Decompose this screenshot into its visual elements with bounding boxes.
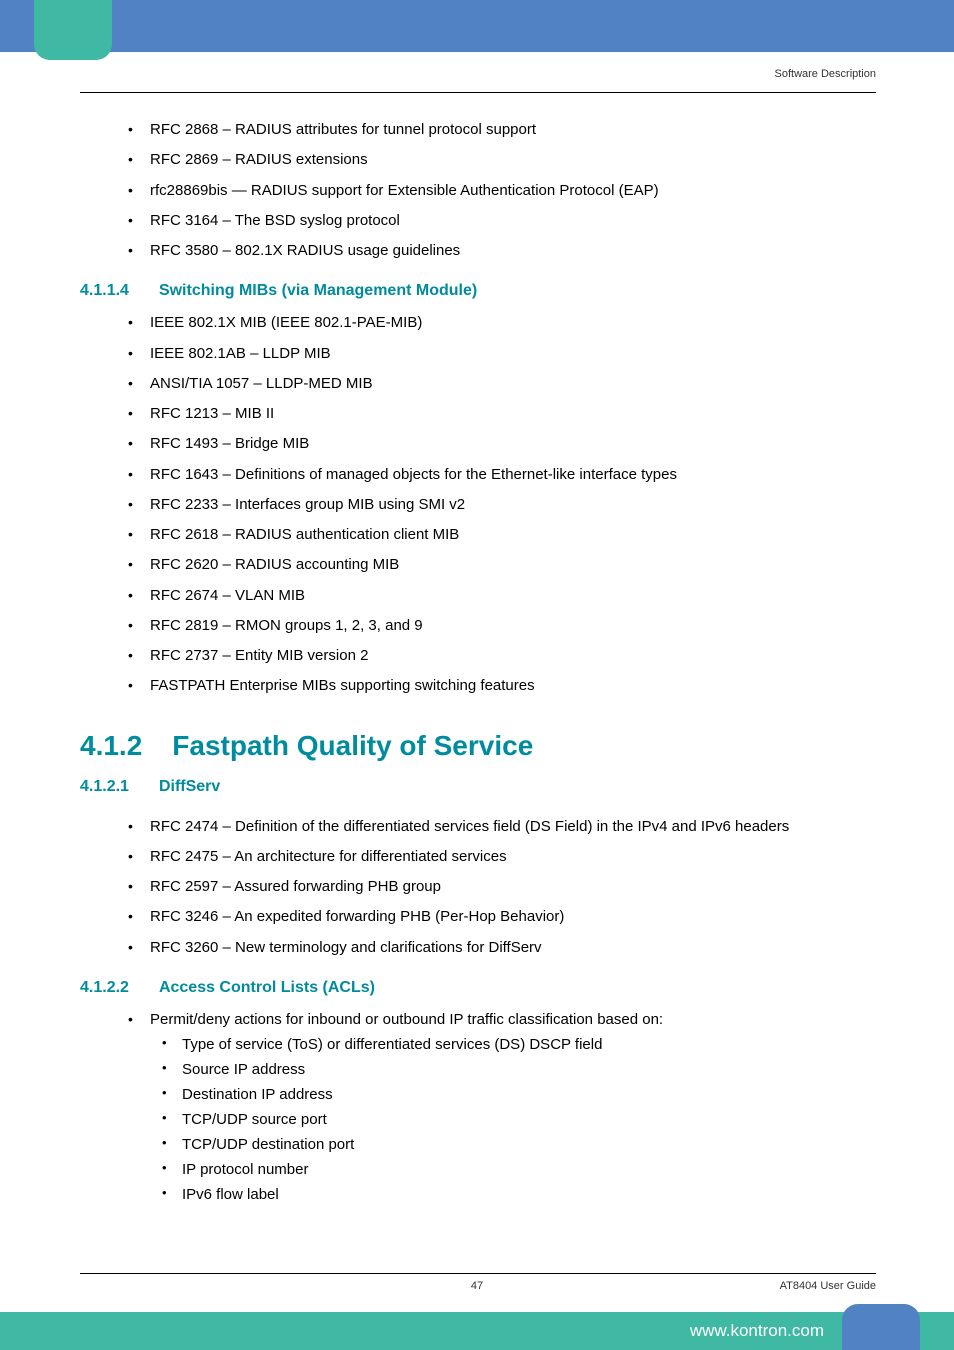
bottom-corner-tab (842, 1304, 920, 1350)
list-item: RFC 1213 – MIB II (150, 399, 876, 429)
heading-number: 4.1.2.2 (80, 979, 129, 997)
list-item: RFC 2475 – An architecture for different… (150, 842, 876, 872)
heading-title: Switching MIBs (via Management Module) (159, 282, 477, 300)
list-item: RFC 3164 – The BSD syslog protocol (150, 206, 876, 236)
heading-title: Fastpath Quality of Service (172, 730, 533, 762)
doc-title: AT8404 User Guide (780, 1280, 876, 1292)
list-item: ANSI/TIA 1057 – LLDP-MED MIB (150, 369, 876, 399)
heading-4114: 4.1.1.4 Switching MIBs (via Management M… (80, 282, 876, 300)
sec-4114-list: IEEE 802.1X MIB (IEEE 802.1-PAE-MIB) IEE… (80, 308, 876, 701)
list-item-text: Permit/deny actions for inbound or outbo… (150, 1011, 663, 1028)
list-item: RFC 2737 – Entity MIB version 2 (150, 641, 876, 671)
list-item: RFC 2674 – VLAN MIB (150, 581, 876, 611)
heading-412: 4.1.2 Fastpath Quality of Service (80, 730, 876, 762)
list-item: RFC 3580 – 802.1X RADIUS usage guideline… (150, 236, 876, 266)
list-item: Type of service (ToS) or differentiated … (182, 1032, 876, 1057)
heading-4121: 4.1.2.1 DiffServ (80, 778, 876, 796)
list-item: RFC 2474 – Definition of the differentia… (150, 812, 876, 842)
list-item: RFC 3260 – New terminology and clarifica… (150, 933, 876, 963)
list-item: Destination IP address (182, 1082, 876, 1107)
heading-4122: 4.1.2.2 Access Control Lists (ACLs) (80, 979, 876, 997)
list-item: TCP/UDP destination port (182, 1132, 876, 1157)
list-item: IEEE 802.1AB – LLDP MIB (150, 339, 876, 369)
list-item: rfc28869bis — RADIUS support for Extensi… (150, 176, 876, 206)
heading-number: 4.1.1.4 (80, 282, 129, 300)
list-item: RFC 2620 – RADIUS accounting MIB (150, 550, 876, 580)
top-corner-tab (34, 0, 112, 60)
list-item: RFC 1643 – Definitions of managed object… (150, 460, 876, 490)
heading-title: DiffServ (159, 778, 220, 796)
list-item: RFC 1493 – Bridge MIB (150, 429, 876, 459)
list-item: RFC 2597 – Assured forwarding PHB group (150, 872, 876, 902)
header-section-label: Software Description (775, 68, 877, 80)
sec-4122-list: Permit/deny actions for inbound or outbo… (80, 1005, 876, 1212)
heading-number: 4.1.2.1 (80, 778, 129, 796)
list-item: RFC 2233 – Interfaces group MIB using SM… (150, 490, 876, 520)
list-item: IP protocol number (182, 1157, 876, 1182)
intro-list: RFC 2868 – RADIUS attributes for tunnel … (80, 115, 876, 266)
heading-number: 4.1.2 (80, 730, 142, 762)
list-item: IEEE 802.1X MIB (IEEE 802.1-PAE-MIB) (150, 308, 876, 338)
list-item: RFC 2618 – RADIUS authentication client … (150, 520, 876, 550)
sec-4122-sublist: Type of service (ToS) or differentiated … (150, 1032, 876, 1207)
sec-4121-list: RFC 2474 – Definition of the differentia… (80, 812, 876, 963)
footer-url: www.kontron.com (690, 1321, 824, 1341)
heading-title: Access Control Lists (ACLs) (159, 979, 375, 997)
list-item: FASTPATH Enterprise MIBs supporting swit… (150, 671, 876, 701)
list-item: Source IP address (182, 1057, 876, 1082)
list-item: RFC 2869 – RADIUS extensions (150, 145, 876, 175)
top-banner (0, 0, 954, 52)
list-item: RFC 2868 – RADIUS attributes for tunnel … (150, 115, 876, 145)
list-item: TCP/UDP source port (182, 1107, 876, 1132)
list-item: RFC 2819 – RMON groups 1, 2, 3, and 9 (150, 611, 876, 641)
page-content: RFC 2868 – RADIUS attributes for tunnel … (80, 92, 876, 1270)
footer-rule (80, 1273, 876, 1274)
list-item: IPv6 flow label (182, 1182, 876, 1207)
list-item: RFC 3246 – An expedited forwarding PHB (… (150, 902, 876, 932)
list-item: Permit/deny actions for inbound or outbo… (150, 1005, 876, 1212)
